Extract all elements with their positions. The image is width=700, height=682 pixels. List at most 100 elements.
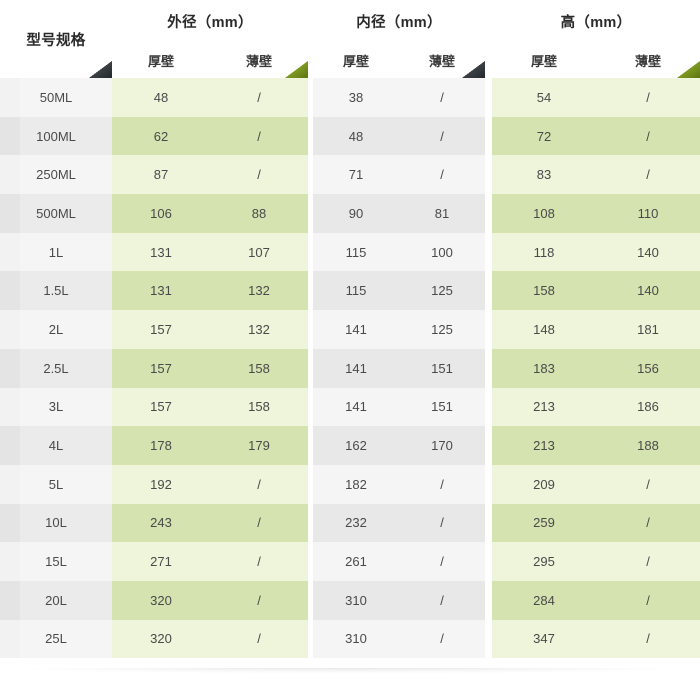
cell-value: 310 [345, 592, 367, 608]
cell-value: 132 [248, 283, 270, 299]
cell-value: 170 [431, 438, 453, 454]
cell-value: 310 [345, 631, 367, 647]
cell-value: / [257, 631, 261, 647]
cell-value: / [257, 128, 261, 144]
cell-spec: 500ML [36, 205, 76, 221]
table-row: 10L [0, 503, 112, 543]
table-row: 2L [0, 310, 112, 349]
cell-value: / [440, 515, 444, 531]
table-row: 192 / [112, 464, 308, 504]
table-row: 62 / [112, 116, 308, 156]
cell-value: 261 [345, 554, 367, 570]
column-block-1: 50ML 100ML 250ML 500ML 1L 1.5L 2L 2.5L 3L 4L 5L 10L… [0, 78, 112, 682]
table-row: 148 181 [492, 310, 700, 349]
table-row: 5L [0, 464, 112, 504]
table-row: 347 / [492, 619, 700, 659]
table-row: 141 151 [313, 387, 485, 427]
cell-spec: 4L [48, 438, 64, 454]
cell-value: 284 [533, 592, 555, 608]
cell-spec: 250ML [36, 167, 76, 183]
cell-value: 188 [637, 438, 659, 454]
cell-value: / [646, 592, 650, 608]
cell-value: 81 [434, 205, 450, 221]
column-subheader-row: 厚壁 薄壁 [492, 42, 700, 78]
cell-value: 192 [150, 476, 172, 492]
cell-value: 71 [348, 167, 364, 183]
cell-value: 213 [533, 438, 555, 454]
table-row: 71 / [313, 155, 485, 195]
cell-value: / [440, 167, 444, 183]
cell-value: / [646, 554, 650, 570]
cell-spec: 2L [48, 321, 64, 337]
cell-spec: 100ML [36, 128, 76, 144]
cell-value: 295 [533, 554, 555, 570]
cell-value: 158 [533, 283, 555, 299]
cell-value: / [440, 128, 444, 144]
corner-triangle-green-icon [677, 61, 700, 78]
cell-value: 271 [150, 554, 172, 570]
cell-value: 181 [637, 321, 659, 337]
table-row: 232 / [313, 503, 485, 543]
table-row: 213 188 [492, 426, 700, 465]
table-row: 20L [0, 580, 112, 620]
cell-value: 125 [431, 283, 453, 299]
column-subheader-row: 厚壁 薄壁 [313, 42, 485, 78]
corner-triangle-dark-icon [462, 61, 485, 78]
column-group-title: 内径（mm） [356, 14, 442, 31]
cell-value: 107 [248, 244, 270, 260]
column-group-title: 型号规格 [26, 32, 86, 49]
column-subheader: 厚壁 [530, 53, 557, 69]
cell-value: 141 [345, 321, 367, 337]
cell-value: / [257, 554, 261, 570]
cell-spec: 1.5L [43, 283, 69, 299]
table-row: 100ML [0, 116, 112, 156]
column-subheader: 厚壁 [147, 53, 174, 69]
table-row: 243 / [112, 503, 308, 543]
table-row: 213 186 [492, 387, 700, 427]
table-row: 250ML [0, 155, 112, 195]
table-row: 183 156 [492, 348, 700, 388]
column-subheader: 薄壁 [245, 53, 272, 69]
table-row: 4L [0, 426, 112, 465]
cell-value: 131 [150, 283, 172, 299]
table-row: 500ML [0, 194, 112, 233]
column-block-4: 54 / 72 / 83 / 108 110 118 140 158 140 148 181 183 156 2… [492, 78, 700, 682]
cell-value: 115 [345, 244, 367, 260]
cell-value: 178 [150, 438, 172, 454]
cell-value: / [646, 89, 650, 105]
table-row: 157 158 [112, 348, 308, 388]
cell-value: 100 [431, 244, 453, 260]
table-row: 131 107 [112, 232, 308, 272]
cell-value: / [646, 167, 650, 183]
cell-value: 182 [345, 476, 367, 492]
table-row: 295 / [492, 542, 700, 581]
table-row: 50ML [0, 78, 112, 117]
cell-value: 83 [536, 167, 552, 183]
cell-value: 179 [248, 438, 270, 454]
column-subheader-row: 厚壁 薄壁 [112, 42, 308, 78]
cell-value: / [257, 167, 261, 183]
cell-value: 87 [153, 167, 169, 183]
cell-value: 48 [153, 89, 169, 105]
cell-spec: 2.5L [43, 360, 69, 376]
cell-spec: 5L [48, 476, 64, 492]
cell-value: 88 [251, 205, 267, 221]
cell-value: 90 [348, 205, 364, 221]
cell-value: / [646, 128, 650, 144]
table-row: 141 151 [313, 348, 485, 388]
cell-value: 183 [533, 360, 555, 376]
cell-spec: 3L [48, 399, 64, 415]
cell-value: 186 [637, 399, 659, 415]
table-row: 48 / [112, 78, 308, 117]
corner-triangle-dark-icon [89, 61, 112, 78]
table-row: 310 / [313, 580, 485, 620]
corner-triangle-green-icon [285, 61, 308, 78]
cell-value: 62 [153, 128, 169, 144]
cell-value: / [440, 89, 444, 105]
table-row: 259 / [492, 503, 700, 543]
cell-value: 259 [533, 515, 555, 531]
table-row: 310 / [313, 619, 485, 659]
table-row: 115 125 [313, 271, 485, 311]
table-row: 178 179 [112, 426, 308, 465]
cell-spec: 20L [45, 592, 67, 608]
